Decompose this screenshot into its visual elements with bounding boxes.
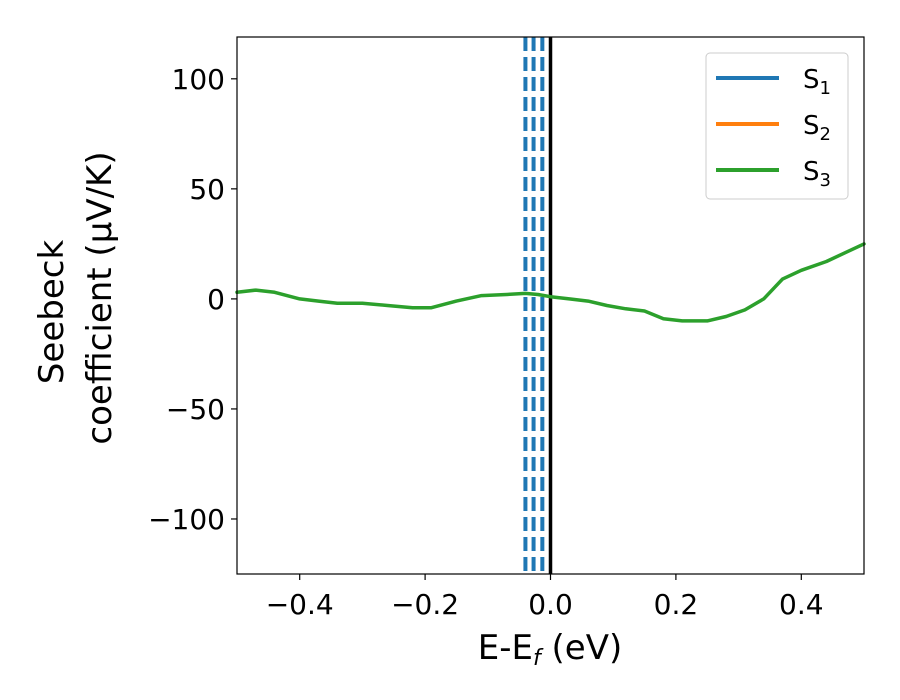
y-tick-label: −100 [148,503,225,536]
x-tick-label: −0.4 [266,588,334,621]
x-tick-label: 0.4 [779,588,824,621]
series-layer [235,242,866,323]
legend-label-3: S3 [803,157,831,191]
y-tick-label: −50 [166,393,225,426]
series-line-1 [235,242,866,323]
legend-label-1: S1 [803,65,831,99]
y-tick-label: 100 [172,63,225,96]
y-tick-label: 50 [189,173,225,206]
y-tick-label: 0 [207,283,225,316]
y-axis-label-line1: Seebeck [32,240,72,385]
y-axis-label-line2: coefficient (μV/K) [80,151,120,444]
x-axis-label: E-Ef (eV) [478,628,623,671]
x-tick-label: −0.2 [391,588,459,621]
x-axis-ticks: −0.4 −0.2 0.0 0.2 0.4 [266,574,824,621]
x-tick-label: 0.2 [654,588,699,621]
legend: S1 S2 S3 [705,52,849,200]
legend-label-2: S2 [803,111,831,145]
vertical-lines [523,37,553,574]
y-axis-ticks: 100 50 0 −50 −100 [148,63,237,536]
y-axis-label: Seebeck coefficient (μV/K) [32,151,120,444]
x-tick-label: 0.0 [528,588,573,621]
